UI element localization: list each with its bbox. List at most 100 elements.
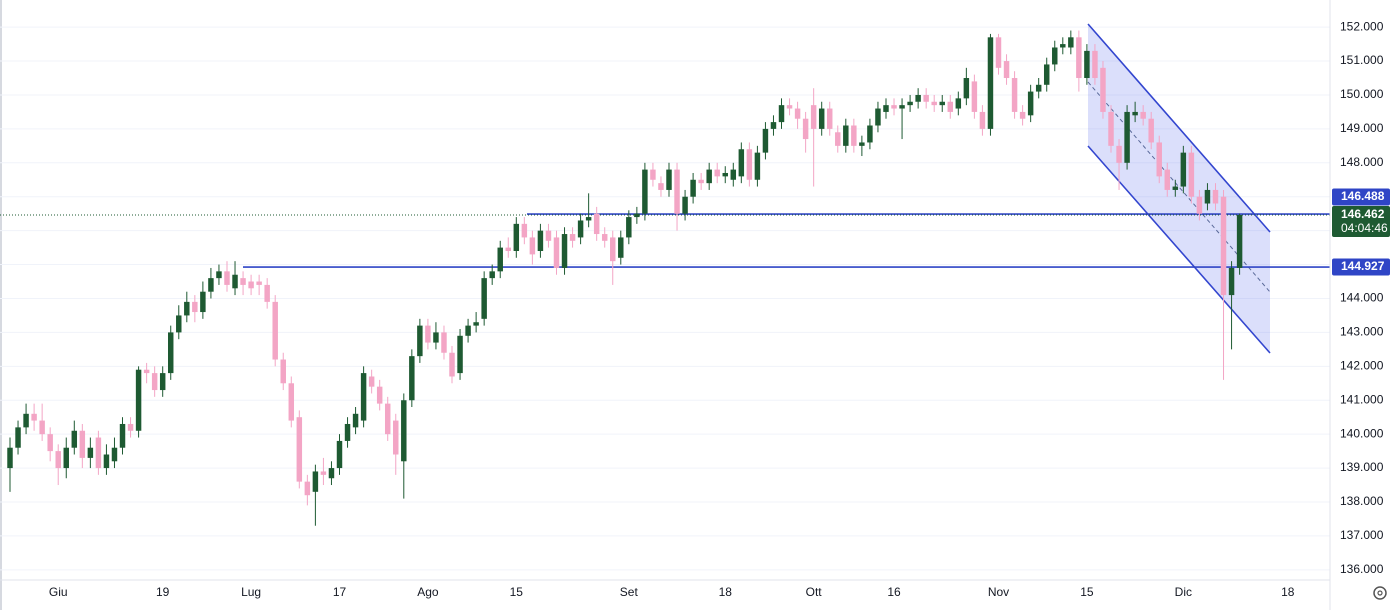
gear-outer[interactable] bbox=[1373, 586, 1387, 600]
candle-body bbox=[135, 369, 142, 431]
candle-body bbox=[610, 237, 616, 262]
candle-body bbox=[618, 237, 624, 258]
candle-body bbox=[328, 468, 335, 479]
candle-body bbox=[955, 98, 962, 109]
candle-body bbox=[987, 37, 994, 129]
candle-body bbox=[1076, 37, 1082, 79]
candle-body bbox=[1172, 186, 1179, 190]
candle-body bbox=[778, 105, 785, 123]
candle-body bbox=[103, 454, 110, 469]
candle-body bbox=[818, 108, 825, 129]
candle-body bbox=[746, 149, 753, 180]
candle-body bbox=[513, 223, 520, 251]
candle-body bbox=[176, 315, 182, 333]
y-tick-label: 141.000 bbox=[1340, 392, 1384, 406]
candle-body bbox=[1019, 111, 1026, 119]
candle-body bbox=[1100, 67, 1106, 112]
x-tick-label: 18 bbox=[719, 585, 733, 599]
candle-body bbox=[762, 128, 769, 153]
candle-body bbox=[1116, 145, 1122, 163]
candles bbox=[7, 30, 1243, 526]
candle-body bbox=[505, 247, 512, 251]
candle-body bbox=[931, 101, 937, 106]
candle-body bbox=[835, 132, 841, 146]
candle-body bbox=[1228, 267, 1235, 296]
candle-body bbox=[79, 430, 86, 458]
candle-body bbox=[296, 417, 303, 482]
y-tick-label: 137.000 bbox=[1340, 528, 1384, 542]
candle-body bbox=[915, 94, 921, 102]
candle-body bbox=[859, 142, 865, 146]
candle-body bbox=[449, 352, 455, 377]
candle-body bbox=[698, 179, 704, 184]
x-tick-label: Dic bbox=[1175, 585, 1192, 599]
price-line-label: 144.927 bbox=[1341, 259, 1385, 273]
candle-body bbox=[1188, 152, 1195, 197]
candle-body bbox=[409, 356, 415, 401]
candle-body bbox=[71, 430, 78, 448]
candle-body bbox=[248, 281, 254, 289]
countdown-label: 04:04:46 bbox=[1341, 221, 1388, 235]
candle-body bbox=[601, 234, 608, 241]
candle-body bbox=[401, 400, 407, 462]
candle-body bbox=[738, 149, 745, 177]
candle-body bbox=[1236, 214, 1243, 268]
candle-body bbox=[433, 332, 439, 343]
price-line-label-bg bbox=[1332, 258, 1390, 276]
candle-body bbox=[690, 179, 696, 197]
candle-body bbox=[23, 413, 29, 428]
candle-body bbox=[224, 271, 230, 285]
x-tick-label: Nov bbox=[988, 585, 1009, 599]
candle-body bbox=[658, 183, 664, 190]
candle-body bbox=[521, 223, 528, 238]
candle-body bbox=[184, 301, 190, 316]
price-lines bbox=[0, 213, 1330, 268]
candle-body bbox=[577, 220, 584, 238]
x-tick-label: 18 bbox=[1281, 585, 1295, 599]
candle-body bbox=[240, 278, 246, 285]
candle-body bbox=[722, 172, 728, 177]
candle-body bbox=[786, 105, 793, 109]
candle-body bbox=[200, 291, 206, 313]
candle-body bbox=[393, 420, 399, 455]
x-tick-label: Ott bbox=[806, 585, 823, 599]
gear-inner[interactable] bbox=[1377, 590, 1383, 596]
candle-body bbox=[730, 169, 737, 180]
settings-icon[interactable] bbox=[1373, 586, 1387, 600]
y-tick-label: 152.000 bbox=[1340, 19, 1384, 33]
candle-body bbox=[1043, 64, 1050, 85]
candle-body bbox=[537, 230, 544, 251]
candle-body bbox=[891, 105, 897, 109]
candle-body bbox=[585, 217, 592, 221]
candle-body bbox=[1156, 142, 1162, 177]
candle-body bbox=[127, 423, 134, 431]
candle-body bbox=[344, 423, 351, 441]
candle-body bbox=[706, 169, 712, 184]
candle-body bbox=[441, 332, 447, 353]
x-tick-label: Lug bbox=[241, 585, 261, 599]
candle-body bbox=[143, 369, 150, 374]
y-tick-label: 151.000 bbox=[1340, 53, 1384, 67]
candle-body bbox=[794, 108, 801, 119]
candle-body bbox=[593, 213, 600, 235]
candle-body bbox=[545, 230, 552, 241]
candle-body bbox=[288, 383, 295, 421]
y-tick-label: 138.000 bbox=[1340, 494, 1384, 508]
candle-body bbox=[843, 125, 849, 146]
candle-body bbox=[634, 213, 640, 218]
x-tick-label: 15 bbox=[510, 585, 524, 599]
candle-body bbox=[883, 105, 889, 112]
candle-body bbox=[489, 271, 495, 279]
candle-body bbox=[802, 118, 809, 140]
candle-body bbox=[280, 359, 286, 384]
candle-body bbox=[867, 125, 873, 143]
candle-body bbox=[15, 427, 21, 448]
y-tick-label: 139.000 bbox=[1340, 460, 1384, 474]
candle-body bbox=[770, 122, 777, 129]
candle-body bbox=[473, 322, 479, 326]
candle-body bbox=[1084, 50, 1090, 79]
candle-body bbox=[167, 332, 174, 374]
